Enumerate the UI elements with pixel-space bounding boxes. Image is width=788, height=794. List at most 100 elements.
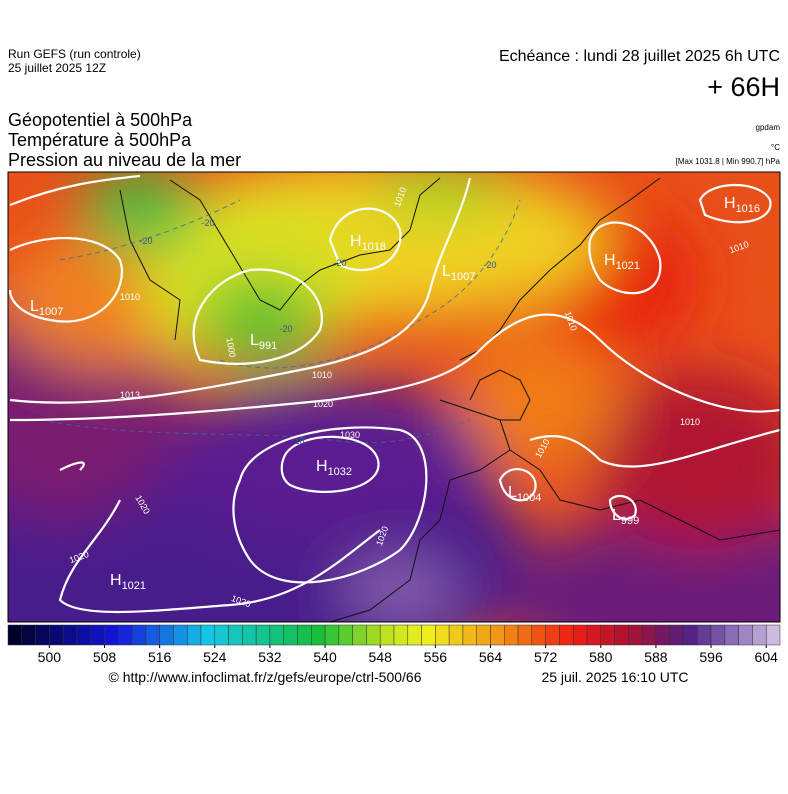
pressure-center: H1021 [110, 572, 146, 592]
colorbar-swatch [7, 624, 23, 646]
colorbar-swatch [586, 624, 602, 646]
isobar-label: 1020 [313, 399, 333, 409]
colorbar-tick-label: 500 [38, 649, 62, 665]
temperature-label: -20 [201, 218, 214, 228]
colorbar-tick-label: 556 [424, 649, 448, 665]
source-url: © http://www.infoclimat.fr/z/gefs/europe… [108, 669, 421, 685]
colorbar-tick-label: 580 [589, 649, 613, 665]
title-temperature: Température à 500hPa [8, 130, 192, 150]
temperature-label: -20 [279, 324, 292, 334]
colorbar-swatch [131, 624, 147, 646]
center-type: L [442, 263, 451, 280]
colorbar-swatch [186, 624, 202, 646]
center-value: 1018 [362, 241, 386, 253]
colorbar-swatch [559, 624, 574, 646]
colorbar-swatch [462, 624, 477, 646]
colorbar-swatch [490, 624, 505, 646]
colorbar-swatch [159, 624, 174, 646]
colorbar-swatch [655, 624, 670, 646]
colorbar-swatch [269, 624, 284, 646]
colorbar-swatch [62, 624, 78, 646]
pressure-center: H1032 [316, 458, 352, 478]
issue-date: 25 juil. 2025 16:10 UTC [541, 669, 688, 685]
center-type: H [724, 195, 736, 212]
pressure-center: H1021 [604, 252, 640, 272]
center-value: 1007 [451, 271, 475, 283]
colorbar-swatch [104, 624, 119, 646]
colorbar-swatch [504, 624, 519, 646]
colorbar-swatch [600, 624, 615, 646]
isobar-label: 1010 [312, 370, 332, 380]
colorbar-swatch [173, 624, 188, 646]
isobar-label: 1000 [224, 337, 237, 358]
colorbar-swatch [297, 624, 312, 646]
center-value: 1032 [328, 466, 352, 478]
colorbar-tick-label: 516 [148, 649, 172, 665]
colorbar-swatch [338, 624, 353, 646]
colorbar-swatch [228, 624, 243, 646]
center-value: 991 [259, 340, 277, 352]
unit-temperature: °C [771, 143, 780, 152]
center-type: H [604, 252, 616, 269]
center-type: L [250, 332, 259, 349]
colorbar-swatch [49, 624, 64, 646]
unit-geopotential: gpdam [756, 123, 781, 132]
isobar-label: 1010 [120, 292, 140, 302]
center-value: 1021 [616, 260, 640, 272]
colorbar-swatch [421, 624, 436, 646]
colorbar-swatch [242, 624, 257, 646]
center-type: H [110, 572, 122, 589]
colorbar: 500 508 516 524 532 540 548 556 564 572 580 588 596 6… [7, 624, 781, 665]
colorbar-swatch [324, 624, 340, 646]
colorbar-swatch [448, 624, 464, 646]
colorbar-swatch [21, 624, 36, 646]
colorbar-swatch [200, 624, 216, 646]
center-value: 1007 [39, 306, 63, 318]
colorbar-swatch [531, 624, 546, 646]
colorbar-swatch [669, 624, 684, 646]
colorbar-swatch [572, 624, 588, 646]
lead-time: + 66H [707, 72, 780, 102]
colorbar-tick-label: 596 [699, 649, 723, 665]
colorbar-swatch [352, 624, 367, 646]
colorbar-swatch [614, 624, 629, 646]
colorbar-swatch [738, 624, 753, 646]
center-value: 1004 [517, 492, 541, 504]
isobar-label: 1030 [340, 430, 360, 440]
colorbar-swatch [724, 624, 739, 646]
colorbar-tick-label: 588 [644, 649, 668, 665]
colorbar-swatch [628, 624, 643, 646]
pressure-center: H1018 [350, 233, 386, 253]
colorbar-tick-label: 548 [369, 649, 393, 665]
colorbar-swatch [407, 624, 422, 646]
run-label: Run GEFS (run controle) [8, 47, 141, 61]
temperature-label: -10 [291, 436, 304, 446]
colorbar-tick-label: 508 [93, 649, 117, 665]
colorbar-swatch [435, 624, 450, 646]
run-date: 25 juillet 2025 12Z [8, 61, 106, 75]
title-pressure: Pression au niveau de la mer [8, 150, 241, 170]
colorbar-swatch [393, 624, 409, 646]
center-value: 999 [621, 515, 639, 527]
center-type: H [350, 233, 362, 250]
pressure-center: L999 [612, 507, 639, 527]
colorbar-swatch [283, 624, 298, 646]
isobar-label: 1013 [120, 390, 140, 400]
colorbar-swatch [517, 624, 533, 646]
forecast-time: Echéance : lundi 28 juillet 2025 6h UTC [499, 48, 780, 65]
colorbar-swatch [765, 624, 781, 646]
center-type: L [612, 507, 621, 524]
pressure-center: L1004 [508, 484, 541, 504]
colorbar-swatch [710, 624, 726, 646]
temperature-label: -20 [139, 236, 152, 246]
colorbar-tick-label: 532 [258, 649, 282, 665]
colorbar-swatch [311, 624, 326, 646]
colorbar-swatch [683, 624, 698, 646]
colorbar-swatch [35, 624, 50, 646]
center-value: 1016 [736, 203, 760, 215]
colorbar-tick-label: 564 [479, 649, 503, 665]
colorbar-swatch [76, 624, 91, 646]
pressure-center: H1016 [724, 195, 760, 215]
map [8, 172, 780, 622]
